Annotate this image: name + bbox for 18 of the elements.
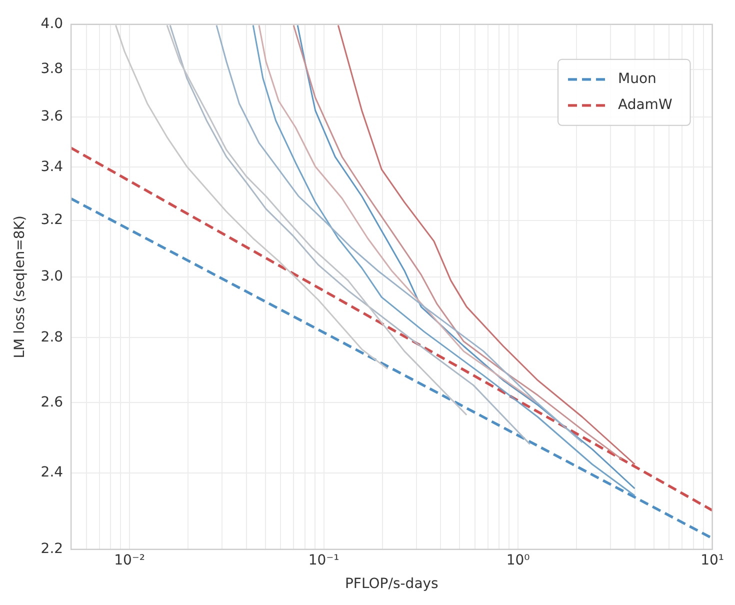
x-axis-title: PFLOP/s-days <box>344 576 438 592</box>
y-tick-label: 3.2 <box>40 212 64 228</box>
x-tick-label: 10⁻² <box>114 552 145 568</box>
y-tick-label: 3.8 <box>40 61 64 78</box>
y-tick-label: 2.6 <box>40 394 64 410</box>
x-tick-label: 10⁰ <box>506 552 530 568</box>
x-tick-label: 10¹ <box>700 552 724 568</box>
legend-label: Muon <box>618 71 656 88</box>
y-tick-label: 3.4 <box>40 158 64 175</box>
y-tick-label: 3.6 <box>40 108 64 125</box>
x-tick-label: 10⁻¹ <box>308 552 340 568</box>
legend-label: AdamW <box>618 97 672 114</box>
y-tick-label: 2.8 <box>40 329 64 346</box>
y-tick-label: 4.0 <box>40 16 64 32</box>
y-tick-label: 2.4 <box>40 464 64 481</box>
y-tick-label: 2.2 <box>40 541 64 558</box>
y-tick-label: 3.0 <box>40 268 64 285</box>
y-axis-title: LM loss (seqlen=8K) <box>12 216 28 358</box>
